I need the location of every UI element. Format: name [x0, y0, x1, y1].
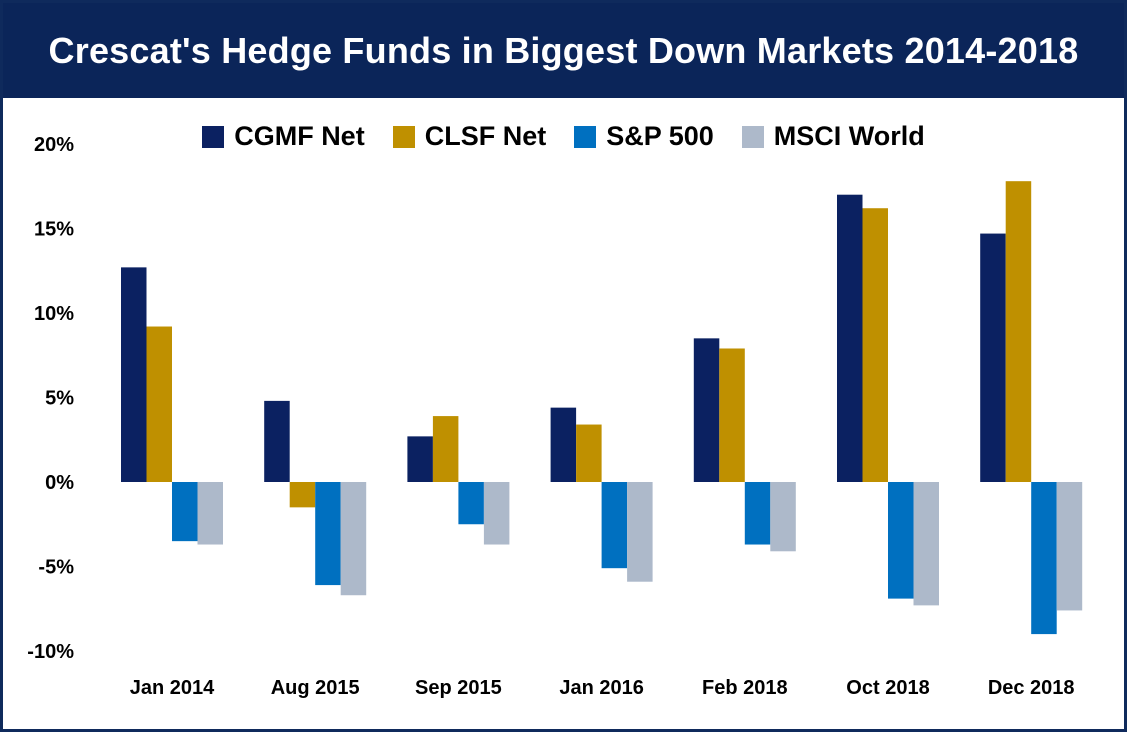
bar-s-p-500-4: [744, 482, 771, 545]
chart-title: Crescat's Hedge Funds in Biggest Down Ma…: [48, 29, 1079, 71]
bar-clsf-net-5: [862, 208, 888, 482]
bar-s-p-500-1: [315, 482, 341, 586]
bar-s-p-500-0: [172, 482, 198, 542]
x-tick-label: Sep 2015: [415, 677, 502, 699]
bar-cgmf-net-6: [980, 233, 1006, 482]
bar-cgmf-net-0: [121, 267, 147, 482]
legend-swatch-clsf: [392, 125, 415, 148]
bar-clsf-net-3: [576, 424, 602, 482]
bar-clsf-net-2: [432, 416, 459, 482]
bar-s-p-500-3: [601, 482, 628, 569]
bar-msci-world-3: [627, 482, 653, 582]
x-tick-label: Jan 2016: [559, 677, 644, 699]
legend-item-clsf: CLSF Net: [392, 121, 547, 152]
legend-item-sp500: S&P 500: [574, 121, 714, 152]
bar-clsf-net-1: [289, 482, 316, 508]
y-tick-label: 15%: [34, 219, 74, 241]
legend-label-clsf: CLSF Net: [424, 121, 547, 151]
bar-s-p-500-2: [458, 482, 484, 525]
bar-cgmf-net-4: [693, 338, 720, 482]
bar-s-p-500-6: [1031, 482, 1057, 635]
bar-cgmf-net-5: [837, 194, 863, 482]
y-tick-label: 10%: [34, 303, 74, 325]
x-tick-label: Jan 2014: [130, 677, 215, 699]
bar-msci-world-2: [483, 482, 510, 545]
bar-clsf-net-0: [146, 326, 172, 482]
legend-label-cgmf: CGMF Net: [234, 121, 365, 151]
y-tick-label: 0%: [45, 472, 74, 494]
bar-msci-world-1: [340, 482, 367, 596]
legend-label-msci: MSCI World: [773, 121, 925, 151]
y-tick-label: 5%: [45, 388, 74, 410]
bar-clsf-net-6: [1005, 181, 1032, 482]
legend-item-msci: MSCI World: [741, 121, 925, 152]
x-tick-label: Aug 2015: [271, 677, 360, 699]
y-tick-label: -5%: [38, 557, 74, 579]
legend-swatch-sp500: [574, 125, 597, 148]
bar-msci-world-0: [197, 482, 223, 545]
bar-clsf-net-4: [719, 348, 745, 482]
legend: CGMF Net CLSF Net S&P 500 MSCI World: [3, 121, 1124, 152]
bar-msci-world-6: [1056, 482, 1083, 611]
bar-cgmf-net-3: [550, 407, 577, 482]
bar-cgmf-net-1: [264, 400, 290, 482]
legend-swatch-cgmf: [202, 125, 225, 148]
x-tick-label: Feb 2018: [702, 677, 788, 699]
legend-label-sp500: S&P 500: [606, 121, 714, 151]
bar-cgmf-net-2: [407, 436, 433, 482]
legend-swatch-msci: [741, 125, 764, 148]
bar-s-p-500-5: [888, 482, 914, 599]
x-tick-label: Oct 2018: [846, 677, 929, 699]
legend-item-cgmf: CGMF Net: [202, 121, 365, 152]
y-tick-label: 20%: [34, 134, 74, 156]
title-bar: Crescat's Hedge Funds in Biggest Down Ma…: [3, 3, 1124, 98]
bar-msci-world-5: [913, 482, 939, 606]
x-tick-label: Dec 2018: [988, 677, 1075, 699]
y-tick-label: -10%: [27, 641, 74, 663]
bar-msci-world-4: [770, 482, 796, 552]
